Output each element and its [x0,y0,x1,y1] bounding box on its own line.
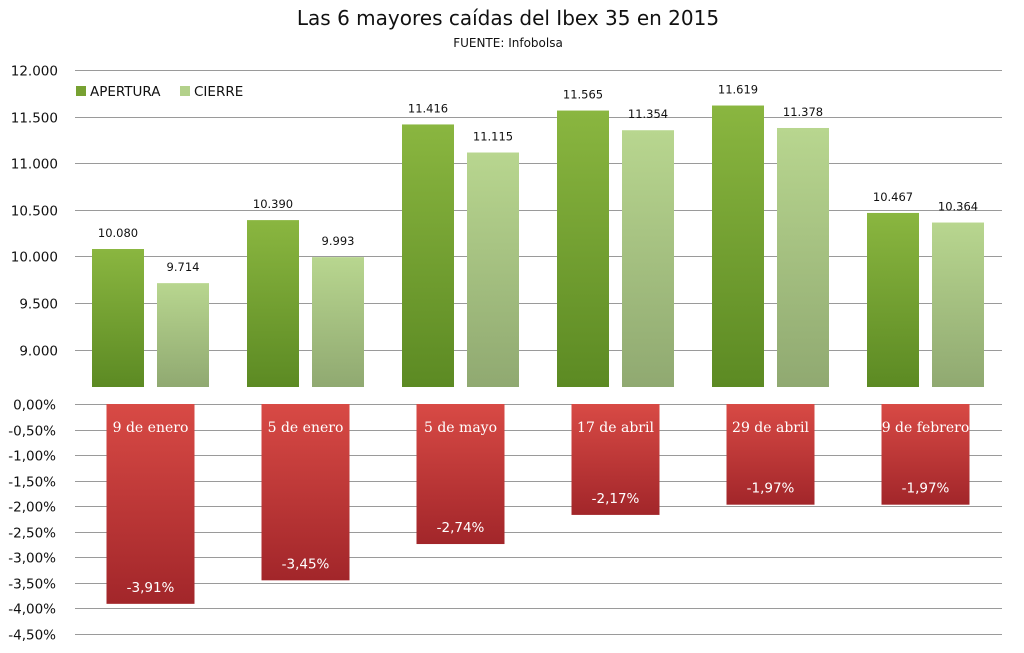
date-label: 5 de enero [268,420,344,436]
bar-apertura [867,212,919,387]
top-value-label: 10.390 [253,197,293,211]
top-value-label: 11.565 [563,88,603,102]
drop-percent-label: -2,74% [437,520,485,536]
date-label: 5 de mayo [424,420,497,436]
legend-label-cierre: CIERRE [194,84,243,100]
chart-title: Las 6 mayores caídas del Ibex 35 en 2015 [297,6,719,30]
bottom-y-tick-label: -4,50% [8,628,56,644]
top-y-tick-label: 11.500 [11,111,58,127]
bar-cierre [312,257,364,387]
top-y-tick-label: 9.000 [19,344,58,360]
chart-subtitle: FUENTE: Infobolsa [453,36,563,50]
top-gridlines [75,70,1002,351]
top-value-label: 11.619 [718,83,758,97]
legend: APERTURA CIERRE [76,84,243,100]
legend-swatch-cierre [180,86,190,96]
date-label: 9 de febrero [882,420,970,436]
bottom-y-tick-label: -3,00% [8,551,56,567]
top-value-label: 10.467 [873,190,913,204]
top-value-label: 10.364 [938,200,978,214]
top-bars [92,105,984,388]
date-label: 9 de enero [113,420,189,436]
date-label: 17 de abril [577,420,654,436]
top-value-label: 9.993 [322,234,355,248]
bottom-gridlines [75,404,1002,635]
top-value-label: 9.714 [167,260,200,274]
bar-cierre [622,130,674,388]
bar-drop [416,404,505,545]
top-value-label: 11.115 [473,130,513,144]
bar-apertura [92,249,144,387]
legend-swatch-apertura [76,86,86,96]
bar-apertura [247,220,299,387]
bottom-y-tick-label: -1,50% [8,475,56,491]
bottom-bars [106,404,970,604]
drop-percent-label: -1,97% [747,481,795,497]
top-y-tick-label: 10.000 [11,250,58,266]
bar-drop [571,404,660,515]
drop-percent-label: -3,91% [127,580,175,596]
top-y-tick-label: 9.500 [19,297,58,313]
bar-cierre [777,127,829,387]
top-value-label: 11.378 [783,105,823,119]
bottom-y-axis: 0,00% -0,50% -1,00% -1,50% -2,00% -2,50% -3,00… [8,398,56,644]
top-y-tick-label: 10.500 [11,204,58,220]
bar-drop [881,404,970,505]
bar-drop [261,404,350,581]
bar-cierre [467,152,519,387]
top-y-tick-label: 11.000 [11,157,58,173]
legend-label-apertura: APERTURA [90,84,161,100]
bottom-y-tick-label: -0,50% [8,424,56,440]
bar-drop [726,404,815,505]
bar-drop [106,404,195,604]
bottom-y-tick-label: -1,00% [8,449,56,465]
drop-percent-label: -1,97% [902,481,950,497]
bottom-y-tick-label: 0,00% [13,398,56,414]
top-value-label: 11.416 [408,101,448,115]
bottom-labels: 9 de enero -3,91% 5 de enero -3,45% 5 de may… [113,420,970,596]
date-label: 29 de abril [732,420,809,436]
top-value-label: 10.080 [98,226,138,240]
top-y-tick-label: 12.000 [11,64,58,80]
bottom-y-tick-label: -4,00% [8,602,56,618]
bar-apertura [557,110,609,388]
drop-percent-label: -2,17% [592,491,640,507]
bottom-y-tick-label: -3,50% [8,577,56,593]
bar-cierre [157,283,209,387]
bottom-y-tick-label: -2,50% [8,526,56,542]
bottom-y-tick-label: -2,00% [8,500,56,516]
top-value-label: 11.354 [628,107,668,121]
drop-percent-label: -3,45% [282,556,330,572]
top-value-labels: 10.080 9.714 10.390 9.993 11.416 11.115 11.565… [98,83,978,275]
bar-apertura [402,124,454,388]
bar-cierre [932,222,984,387]
bar-apertura [712,105,764,387]
top-y-axis: 9.000 9.500 10.000 10.500 11.000 11.500 12.000 [11,64,58,360]
